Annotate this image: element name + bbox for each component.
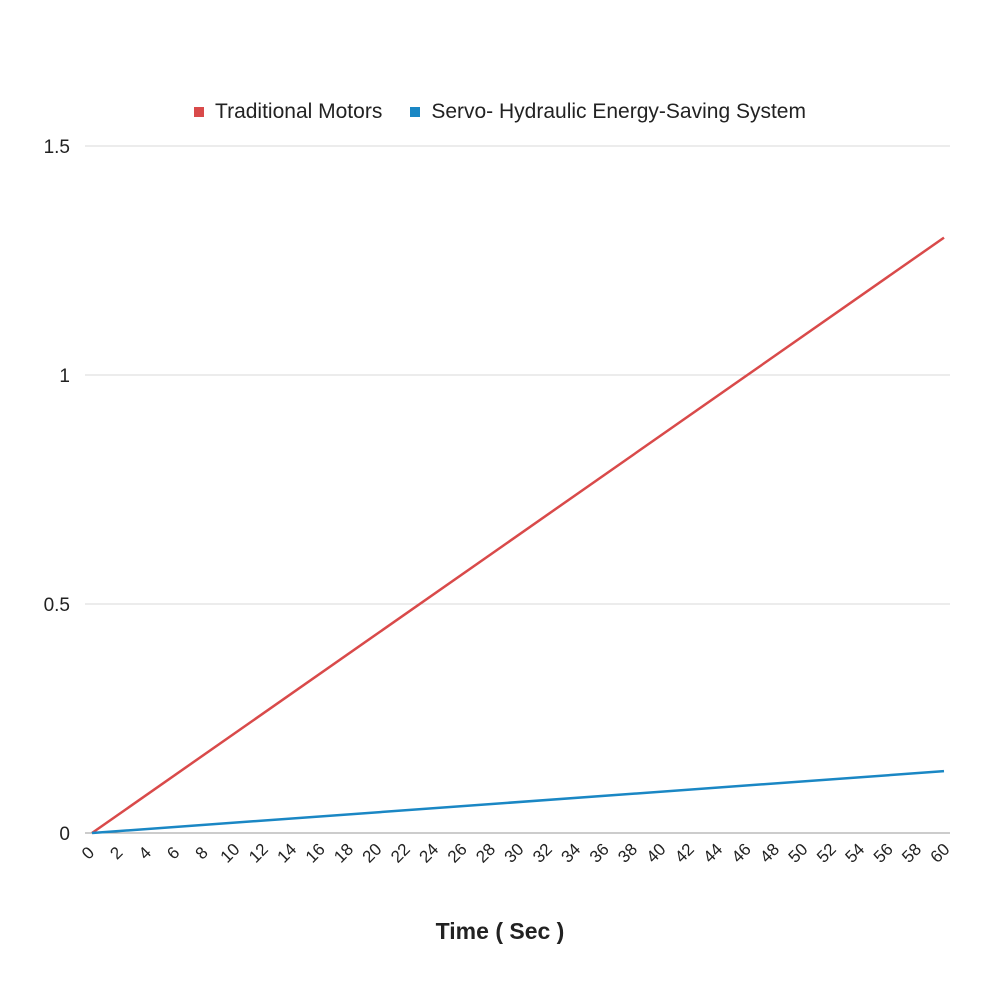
x-tick-label: 2 (106, 843, 126, 863)
x-tick-label: 58 (898, 840, 925, 867)
x-tick-label: 6 (163, 843, 183, 863)
x-tick-label: 28 (472, 840, 499, 867)
x-tick-label: 44 (700, 840, 727, 867)
x-tick-label: 54 (842, 840, 869, 867)
y-tick-label: 1.5 (44, 137, 70, 158)
y-tick-label: 0 (59, 824, 70, 845)
x-tick-label: 0 (78, 843, 98, 863)
x-tick-label: 18 (330, 840, 357, 867)
x-tick-label: 24 (416, 840, 443, 867)
series-line-traditional-motors (91, 236, 945, 835)
x-tick-label: 60 (927, 840, 954, 867)
x-axis-title: Time ( Sec ) (435, 918, 565, 944)
x-tick-label: 4 (135, 843, 155, 863)
x-tick-label: 20 (359, 840, 386, 867)
legend-swatch-servo-hydraulic (410, 107, 421, 117)
x-tick-label: 10 (217, 840, 244, 867)
x-tick-label: 46 (728, 840, 755, 867)
x-tick-label: 48 (756, 840, 783, 867)
x-tick-label: 38 (614, 840, 641, 867)
y-tick-label: 0.5 (44, 595, 70, 616)
legend-item-servo-hydraulic[interactable]: Servo- Hydraulic Energy-Saving System (410, 100, 806, 124)
legend: Traditional Motors Servo- Hydraulic Ener… (0, 100, 1000, 124)
x-tick-label: 8 (192, 843, 212, 863)
x-tick-label: 16 (302, 840, 329, 867)
legend-label: Servo- Hydraulic Energy-Saving System (431, 100, 806, 123)
y-tick-label: 1 (59, 366, 70, 387)
x-tick-label: 32 (529, 840, 556, 867)
series-line-servo-hydraulic (91, 769, 945, 835)
x-tick-label: 22 (387, 840, 414, 867)
x-tick-label: 36 (586, 840, 613, 867)
x-tick-label: 42 (671, 840, 698, 867)
x-tick-label: 40 (643, 840, 670, 867)
x-tick-label: 50 (785, 840, 812, 867)
legend-swatch-traditional-motors (194, 107, 205, 117)
x-tick-label: 34 (558, 840, 585, 867)
legend-label: Traditional Motors (215, 100, 383, 123)
x-tick-label: 26 (444, 840, 471, 867)
x-tick-label: 12 (245, 840, 272, 867)
x-tick-label: 30 (501, 840, 528, 867)
legend-item-traditional-motors[interactable]: Traditional Motors (194, 100, 382, 124)
x-tick-label: 14 (274, 840, 301, 867)
x-tick-label: 52 (813, 840, 840, 867)
x-tick-label: 56 (870, 840, 897, 867)
